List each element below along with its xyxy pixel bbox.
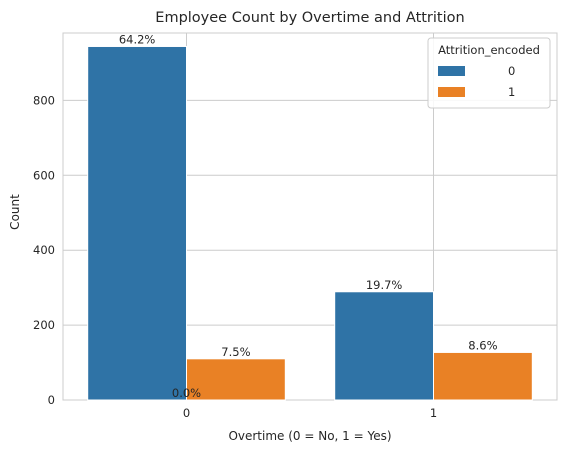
legend-swatch-1 — [438, 87, 465, 97]
legend-title: Attrition_encoded — [438, 43, 540, 57]
x-tick-label: 0 — [183, 406, 190, 420]
y-tick-label: 800 — [33, 93, 55, 107]
bar-series-0 — [87, 45, 187, 401]
legend-swatch-0 — [438, 66, 465, 76]
x-axis-label: Overtime (0 = No, 1 = Yes) — [228, 429, 391, 443]
legend-label-0: 0 — [508, 64, 515, 78]
y-tick-label: 400 — [33, 243, 55, 257]
plot-frame — [62, 32, 558, 401]
bar-value-label: 7.5% — [221, 345, 250, 359]
chart-title: Employee Count by Overtime and Attrition — [155, 10, 464, 26]
y-tick-label: 600 — [33, 168, 55, 182]
legend: Attrition_encoded 0 1 — [427, 37, 551, 109]
bar-series-0 — [334, 291, 435, 401]
x-tick-label: 1 — [430, 406, 437, 420]
bar-series-1 — [186, 358, 286, 401]
plot-area: 0 200 400 600 800 64.2% 19.7% 7.5% 8.6% 0.0% 0 1 — [33, 32, 558, 420]
bar-series-1 — [433, 351, 533, 401]
y-tick-label: 0 — [48, 393, 55, 407]
bar-value-label: 19.7% — [366, 278, 403, 292]
y-axis-label: Count — [8, 194, 22, 230]
bar-value-label: 64.2% — [119, 32, 156, 46]
legend-label-1: 1 — [508, 85, 515, 99]
y-tick-label: 200 — [33, 318, 55, 332]
bar-value-label: 0.0% — [172, 386, 201, 400]
bar-value-label: 8.6% — [468, 338, 497, 352]
